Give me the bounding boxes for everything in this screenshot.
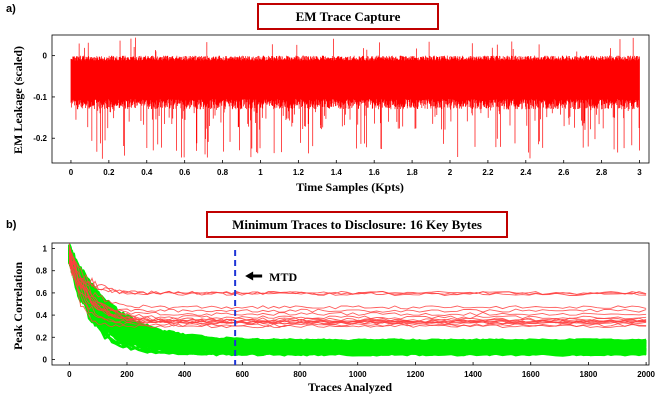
key-byte-series <box>68 252 647 316</box>
panel-b-y-ticks: 1 0.8 0.6 0.4 0.2 0 <box>36 245 55 364</box>
y-tick-label: 0.4 <box>36 311 48 320</box>
mtd-annotation: MTD <box>269 270 297 284</box>
panel-a-label: a) <box>6 3 16 15</box>
panel-b-y-axis-label: Peak Correlation <box>11 262 25 350</box>
x-tick-label: 1.2 <box>293 168 305 177</box>
panel-a-title-box <box>257 3 439 30</box>
x-tick-label: 0.8 <box>217 168 229 177</box>
panel-a-x-axis-label: Time Samples (Kpts) <box>296 180 404 194</box>
panel-b-title: Minimum Traces to Disclosure: 16 Key Byt… <box>232 217 482 232</box>
x-tick-label: 0.6 <box>179 168 191 177</box>
x-tick-label: 2.8 <box>596 168 608 177</box>
x-tick-label: 200 <box>120 370 134 379</box>
key-byte-series <box>68 249 647 310</box>
y-tick-label: 0.8 <box>36 267 48 276</box>
wrong-key-series <box>68 257 647 353</box>
x-tick-label: 2 <box>448 168 453 177</box>
panel-a-title: EM Trace Capture <box>296 9 401 24</box>
x-tick-label: 1000 <box>349 370 367 379</box>
x-tick-label: 2.4 <box>520 168 532 177</box>
mtd-arrow-icon <box>245 271 263 281</box>
x-tick-label: 1.8 <box>407 168 419 177</box>
y-tick-label: 1 <box>43 245 48 254</box>
x-tick-label: 0 <box>67 370 72 379</box>
key-byte-series <box>68 253 647 313</box>
panel-b-title-box <box>206 211 508 238</box>
panel-a-x-ticks: 0 0.2 0.4 0.6 0.8 1 1.2 1.4 1.6 1.8 2 2.2 2.4 2.6 2.8 3 <box>69 160 642 177</box>
x-tick-label: 0 <box>69 168 74 177</box>
x-tick-label: 1400 <box>464 370 482 379</box>
x-tick-label: 1.4 <box>331 168 343 177</box>
x-tick-label: 600 <box>236 370 250 379</box>
x-tick-label: 2.2 <box>482 168 494 177</box>
y-tick-label: -0.1 <box>33 93 47 102</box>
x-tick-label: 400 <box>178 370 192 379</box>
x-tick-label: 0.4 <box>141 168 153 177</box>
x-tick-label: 800 <box>293 370 307 379</box>
panel-b-x-ticks: 0 200 400 600 800 1000 1200 1400 1600 1800 2000 <box>67 362 656 379</box>
y-tick-label: -0.2 <box>33 134 47 143</box>
x-tick-label: 2000 <box>637 370 655 379</box>
panel-a-y-ticks: 0 -0.1 -0.2 <box>33 52 55 143</box>
x-tick-label: 1.6 <box>369 168 381 177</box>
key-byte-series <box>68 256 647 328</box>
x-tick-label: 0.2 <box>103 168 115 177</box>
y-tick-label: 0.6 <box>36 289 48 298</box>
em-trace-series <box>70 37 640 159</box>
x-tick-label: 2.6 <box>558 168 570 177</box>
panel-b-x-axis-label: Traces Analyzed <box>308 380 392 394</box>
x-tick-label: 1 <box>258 168 263 177</box>
key-byte-series <box>68 248 647 325</box>
y-tick-label: 0 <box>43 355 48 364</box>
y-tick-label: 0 <box>43 52 48 61</box>
key-byte-series <box>68 249 647 329</box>
y-tick-label: 0.2 <box>36 333 48 342</box>
key-byte-series <box>69 253 647 296</box>
panel-b-label: b) <box>6 219 17 231</box>
x-tick-label: 1600 <box>522 370 540 379</box>
x-tick-label: 1800 <box>580 370 598 379</box>
panel-a-trace <box>70 37 640 159</box>
panel-a-y-axis-label: EM Leakage (scaled) <box>11 46 25 154</box>
x-tick-label: 1200 <box>406 370 424 379</box>
x-tick-label: 3 <box>637 168 642 177</box>
panel-b-lines <box>68 243 647 357</box>
